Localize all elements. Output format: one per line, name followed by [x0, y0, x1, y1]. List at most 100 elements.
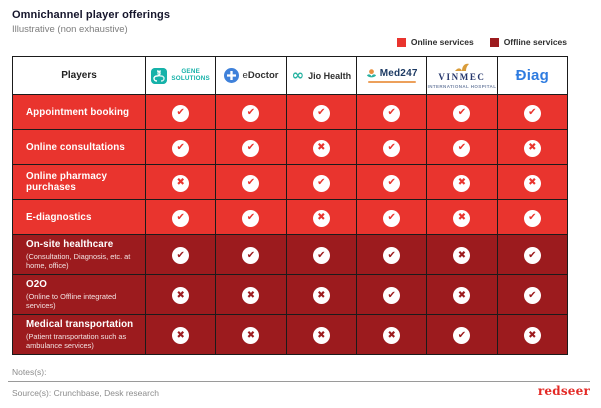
check-icon: ✔	[383, 139, 401, 157]
diag-wordmark: Ðiag	[515, 67, 549, 84]
offering-cell: ✖	[144, 314, 217, 355]
check-icon: ✔	[172, 247, 190, 265]
table-row: O2O (Online to Offline integrated service…	[12, 274, 569, 315]
lotus-icon	[366, 69, 376, 78]
cross-icon: ✖	[523, 327, 541, 345]
player-column-gene-solutions: GENE SOLUTIONS	[144, 56, 217, 95]
check-icon: ✔	[453, 104, 471, 122]
check-icon: ✔	[383, 247, 401, 265]
cross-icon: ✖	[453, 247, 471, 265]
offering-cell: ✖	[144, 274, 217, 315]
service-cell: On-site healthcare (Consultation, Diagnos…	[12, 234, 146, 275]
offline-swatch-icon	[489, 37, 499, 47]
check-icon: ✔	[453, 327, 471, 345]
legend: Online services Offline services	[396, 37, 567, 47]
cross-icon: ✖	[453, 287, 471, 305]
service-name: O2O	[26, 279, 47, 290]
offering-cell: ✖	[426, 199, 498, 235]
offering-cell: ✔	[215, 199, 287, 235]
footer-divider	[8, 381, 590, 382]
cross-icon: ✖	[312, 327, 330, 345]
jio-health-logo: ∞ Jio Health	[287, 68, 356, 83]
check-icon: ✔	[242, 174, 260, 192]
bird-icon	[454, 63, 469, 71]
check-icon: ✔	[523, 209, 541, 227]
offering-cell: ✔	[285, 164, 357, 200]
cross-icon: ✖	[523, 174, 541, 192]
offering-cell: ✖	[426, 164, 498, 200]
service-name: Online consultations	[26, 141, 125, 153]
table-row: On-site healthcare (Consultation, Diagnos…	[12, 234, 569, 275]
check-icon: ✔	[453, 139, 471, 157]
offering-cell: ✔	[355, 234, 428, 275]
legend-label: Online services	[410, 37, 474, 47]
cross-icon: ✖	[453, 209, 471, 227]
table-row: Medical transportation (Patient transport…	[12, 314, 569, 355]
page-header: Omnichannel player offerings Illustrativ…	[12, 9, 170, 35]
gene-solutions-wordmark: GENE SOLUTIONS	[171, 68, 210, 82]
offering-cell: ✔	[496, 94, 569, 130]
page-subtitle: Illustrative (non exhaustive)	[12, 24, 128, 35]
edoctor-prefix: e	[242, 70, 248, 81]
player-column-vinmec: VINMEC INTERNATIONAL HOSPITAL	[426, 56, 498, 95]
offering-cell: ✖	[144, 164, 217, 200]
offering-cell: ✔	[144, 199, 217, 235]
offering-cell: ✔	[355, 129, 428, 165]
offering-cell: ✔	[496, 234, 569, 275]
offering-cell: ✔	[355, 164, 428, 200]
cross-icon: ✖	[453, 174, 471, 192]
service-rows: Appointment booking ✔ ✔ ✔ ✔ ✔ ✔ Online consulta…	[12, 94, 569, 355]
gene-word-bottom: SOLUTIONS	[171, 74, 210, 82]
offering-cell: ✔	[496, 274, 569, 315]
online-swatch-icon	[396, 37, 406, 47]
medical-cross-icon	[223, 68, 239, 83]
service-cell: Online pharmacy purchases	[12, 164, 146, 200]
vinmec-logo: VINMEC INTERNATIONAL HOSPITAL	[427, 63, 496, 89]
offering-cell: ✖	[285, 314, 357, 355]
check-icon: ✔	[172, 209, 190, 227]
jio-health-wordmark: Jio Health	[308, 70, 352, 81]
check-icon: ✔	[242, 209, 260, 227]
cross-icon: ✖	[242, 327, 260, 345]
page-title: Omnichannel player offerings	[12, 9, 171, 21]
check-icon: ✔	[383, 209, 401, 227]
cross-icon: ✖	[312, 139, 330, 157]
check-icon: ✔	[523, 247, 541, 265]
legend-label: Offline services	[503, 37, 567, 47]
source-label: Source(s): Crunchbase, Desk research	[12, 388, 159, 398]
med247-logo: Med247	[357, 68, 426, 83]
offering-cell: ✖	[496, 314, 569, 355]
check-icon: ✔	[172, 104, 190, 122]
offerings-table: Players GENE SOLUTIONS	[12, 56, 569, 355]
check-icon: ✔	[312, 104, 330, 122]
offering-cell: ✔	[215, 94, 287, 130]
vinmec-subtitle: INTERNATIONAL HOSPITAL	[427, 83, 497, 89]
check-icon: ✔	[383, 104, 401, 122]
offering-cell: ✔	[215, 164, 287, 200]
service-detail: (Patient transportation such as ambulanc…	[26, 331, 127, 350]
service-cell: Appointment booking	[12, 94, 146, 130]
offering-cell: ✔	[285, 234, 357, 275]
offering-cell: ✔	[215, 234, 287, 275]
cross-icon: ✖	[312, 209, 330, 227]
offering-cell: ✖	[285, 129, 357, 165]
offering-cell: ✖	[355, 314, 428, 355]
cross-icon: ✖	[312, 287, 330, 305]
player-column-med247: Med247	[355, 56, 428, 95]
legend-item-offline: Offline services	[489, 37, 567, 47]
player-column-edoctor: eDoctor	[215, 56, 287, 95]
service-name: Medical transportation	[26, 319, 134, 330]
service-cell: Online consultations	[12, 129, 146, 165]
table-row: E-diagnostics ✔ ✔ ✖ ✔ ✖ ✔	[12, 199, 569, 235]
offering-cell: ✔	[426, 94, 498, 130]
offering-cell: ✔	[144, 234, 217, 275]
header-row: Players GENE SOLUTIONS	[12, 56, 569, 95]
check-icon: ✔	[242, 139, 260, 157]
check-icon: ✔	[312, 247, 330, 265]
player-column-diag: Ðiag	[496, 56, 569, 95]
table-row: Appointment booking ✔ ✔ ✔ ✔ ✔ ✔	[12, 94, 569, 130]
check-icon: ✔	[242, 247, 260, 265]
med247-wordmark: Med247	[379, 68, 418, 79]
check-icon: ✔	[172, 139, 190, 157]
offering-cell: ✔	[355, 199, 428, 235]
